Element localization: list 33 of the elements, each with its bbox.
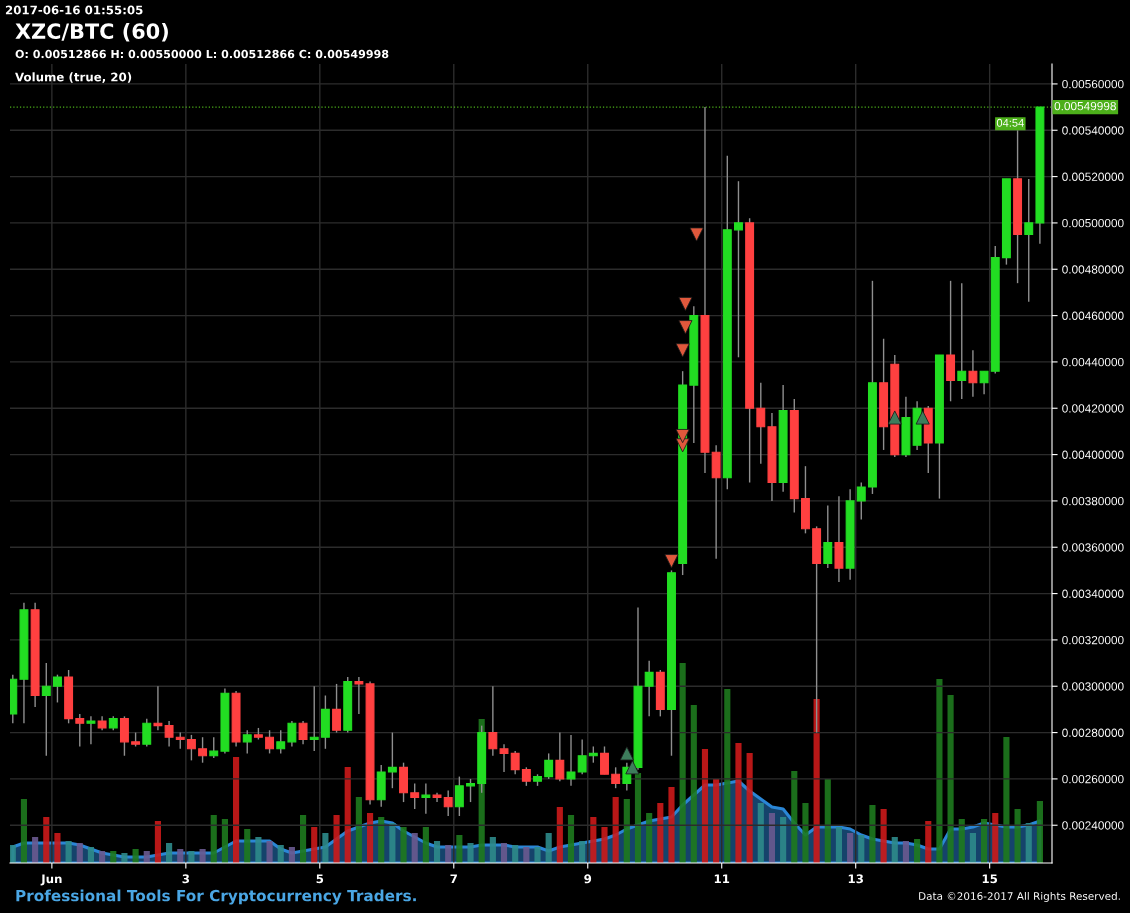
chart-title: XZC/BTC (60) [15, 22, 168, 42]
y-tick-label: 0.00240000 [1062, 821, 1124, 830]
y-tick-label: 0.00400000 [1062, 450, 1124, 459]
chart-subtitle: O: 0.00512866 H: 0.00550000 L: 0.00512866 C: 0.00549998 [15, 49, 389, 59]
x-tick-label: 7 [450, 874, 457, 884]
y-tick-label: 0.00500000 [1062, 218, 1124, 228]
y-tick-label: 0.00380000 [1062, 496, 1124, 506]
x-tick-label: Jun [40, 874, 62, 886]
y-tick-label: 0.00300000 [1062, 682, 1124, 691]
x-tick-label: 9 [584, 874, 592, 884]
chart-title: Volume (true, 20) [15, 72, 132, 83]
y-tick-label: 0.00260000 [1062, 774, 1124, 784]
x-tick-label: 3 [182, 874, 190, 884]
text: Data ©2016-2017 All Rights Reserved. [919, 891, 1120, 903]
y-tick-label: 0.00420000 [1062, 404, 1124, 413]
y-tick-label: 0.00440000 [1062, 357, 1124, 367]
ref-line-label: 0.00549998 [1054, 101, 1116, 111]
x-tick-label: 11 [714, 874, 730, 884]
x-tick-label: 15 [982, 874, 998, 884]
y-tick-label: 0.00360000 [1062, 543, 1124, 552]
y-tick-label: 0.00480000 [1062, 265, 1124, 274]
y-tick-label: 0.00280000 [1062, 728, 1124, 737]
y-tick-label: 0.00540000 [1062, 126, 1124, 135]
y-tick-label: 0.00320000 [1062, 635, 1124, 645]
y-tick-label: 0.00460000 [1062, 311, 1124, 320]
y-tick-label: 0.00560000 [1062, 79, 1124, 89]
y-tick-label: 0.00520000 [1062, 172, 1124, 181]
x-tick-label: 5 [316, 874, 324, 884]
text: 2017-06-16 01:55:05 [5, 5, 143, 15]
text: Professional Tools For Cryptocurrency Traders. [16, 889, 416, 905]
annotation: 04:54 [996, 118, 1024, 127]
x-tick-label: 13 [848, 874, 863, 884]
y-tick-label: 0.00340000 [1062, 589, 1124, 598]
